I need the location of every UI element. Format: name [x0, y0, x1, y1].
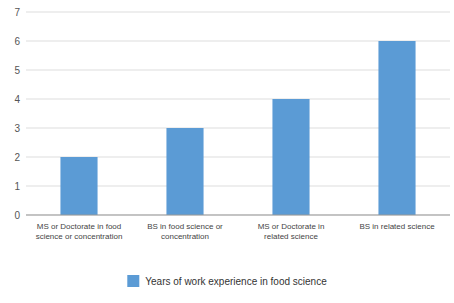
- y-tick-label: 5: [14, 65, 20, 76]
- chart-container: 0 1 2 3 4 5 6 7 MS or Doctorate in foodscience o…: [0, 0, 454, 303]
- x-tick-label: MS or Doctorate in foodscience or concen…: [36, 222, 123, 241]
- bar: [378, 41, 415, 215]
- y-tick-label: 4: [14, 94, 20, 105]
- x-tick-label-line: BS in food science or: [147, 222, 223, 231]
- y-tick-label: 6: [14, 36, 20, 47]
- grid: [26, 12, 450, 215]
- y-tick-label: 1: [14, 181, 20, 192]
- x-tick-label: BS in food science orconcentration: [147, 222, 223, 241]
- y-tick-label: 2: [14, 152, 20, 163]
- legend-label: Years of work experience in food science: [145, 276, 327, 287]
- y-tick-label: 3: [14, 123, 20, 134]
- y-tick-label: 0: [14, 210, 20, 221]
- y-axis: 0 1 2 3 4 5 6 7: [14, 7, 20, 221]
- x-axis: MS or Doctorate in foodscience or concen…: [36, 222, 435, 241]
- grid-line: [26, 12, 450, 13]
- bar: [60, 157, 97, 215]
- x-axis-line: [26, 215, 450, 216]
- x-tick-label-line: science or concentration: [36, 232, 123, 241]
- bar: [272, 99, 309, 215]
- chart: 0 1 2 3 4 5 6 7 MS or Doctorate in foodscience o…: [0, 0, 454, 303]
- grid-line: [26, 215, 450, 216]
- x-tick-label-line: BS in related science: [359, 222, 435, 231]
- legend: Years of work experience in food science: [127, 275, 327, 287]
- legend-swatch: [127, 275, 139, 287]
- y-tick-label: 7: [14, 7, 20, 18]
- x-tick-label-line: concentration: [161, 232, 209, 241]
- bar: [166, 128, 203, 215]
- bars: [60, 41, 415, 215]
- x-tick-label-line: MS or Doctorate in: [258, 222, 325, 231]
- x-tick-label-line: MS or Doctorate in food: [37, 222, 121, 231]
- x-tick-label: MS or Doctorate inrelated science: [258, 222, 325, 241]
- x-tick-label-line: related science: [264, 232, 318, 241]
- x-tick-label: BS in related science: [359, 222, 435, 231]
